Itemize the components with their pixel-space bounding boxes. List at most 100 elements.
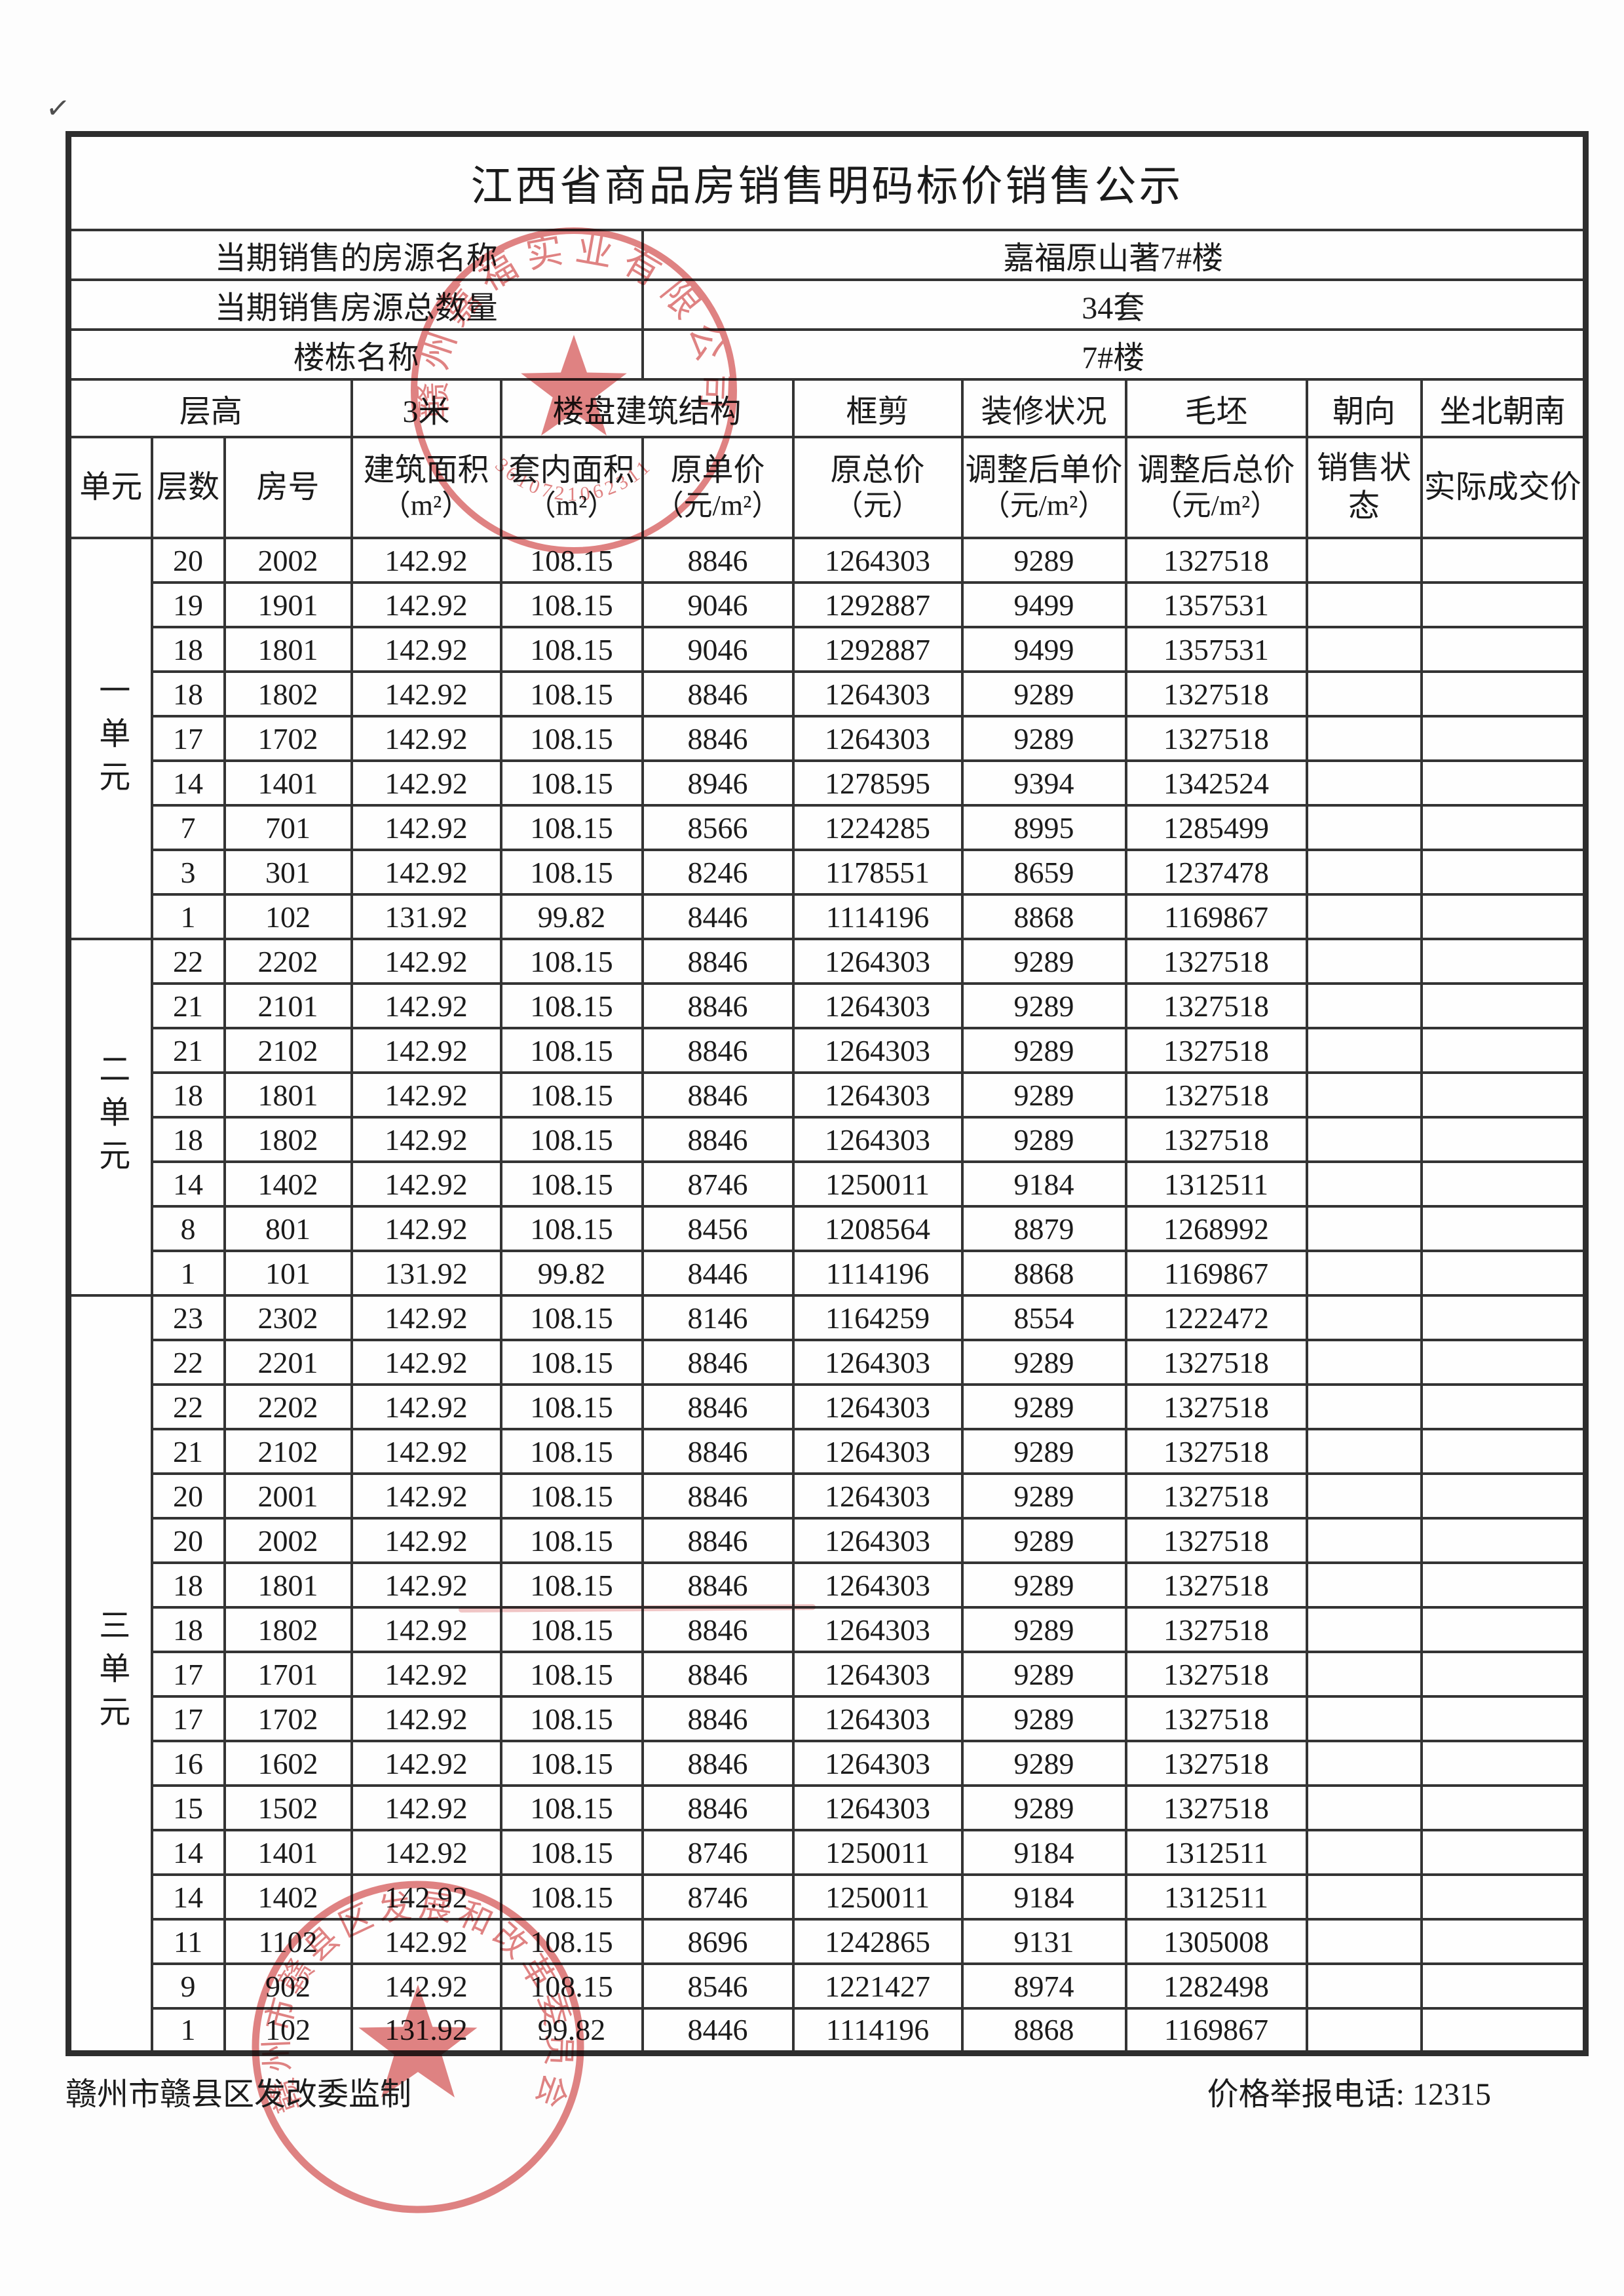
orig-unit-price-cell: 8846	[641, 1561, 795, 1609]
deal-price-cell	[1420, 670, 1587, 718]
deal-price-cell	[1420, 1962, 1587, 2010]
deal-price-cell	[1420, 1250, 1587, 1297]
inner-area-cell: 108.15	[499, 1606, 644, 1653]
deal-price-cell	[1420, 1740, 1587, 1787]
area-cell: 142.92	[350, 938, 502, 985]
info-row-building-name: 楼栋名称 7#楼	[67, 328, 1587, 381]
table-row: 21 2102 142.92 108.15 8846 1264303 9289 1327518	[69, 1027, 1587, 1074]
total-count-label: 当期销售房源总数量	[67, 278, 644, 331]
table-row: 18 1802 142.92 108.15 8846 1264303 9289 1327518	[69, 670, 1587, 718]
orig-total-price-cell: 1264303	[791, 1606, 964, 1653]
table-row: 3 301 142.92 108.15 8246 1178551 8659 1237478	[69, 849, 1587, 896]
deal-price-cell	[1420, 1428, 1587, 1475]
orig-unit-price-cell: 8846	[641, 537, 795, 584]
deal-price-cell	[1420, 1784, 1587, 1831]
col-header-unit-label: （m²）	[527, 489, 616, 522]
inner-area-cell: 108.15	[499, 849, 644, 896]
room-cell: 1602	[223, 1740, 353, 1787]
orig-unit-price-cell: 8846	[641, 1695, 795, 1742]
area-cell: 142.92	[350, 1294, 502, 1341]
decoration-value: 毛坯	[1124, 378, 1308, 438]
orig-unit-price-cell: 8746	[641, 1829, 795, 1876]
deal-price-cell	[1420, 893, 1587, 940]
area-cell: 142.92	[350, 1695, 502, 1742]
col-header-unit-label: （m²）	[381, 489, 471, 522]
room-cell: 2302	[223, 1294, 353, 1341]
orig-unit-price-cell: 8446	[641, 1250, 795, 1297]
adj-unit-price-cell: 9289	[960, 1695, 1127, 1742]
checkmark-icon: ✓	[44, 90, 72, 126]
orig-total-price-cell: 1250011	[791, 1160, 964, 1208]
floor-cell: 20	[150, 537, 226, 584]
orig-total-price-cell: 1264303	[791, 1472, 964, 1520]
orig-total-price-cell: 1264303	[791, 670, 964, 718]
status-cell	[1305, 1695, 1423, 1742]
room-cell: 1102	[223, 1918, 353, 1965]
room-cell: 801	[223, 1205, 353, 1252]
orig-unit-price-cell: 8846	[641, 1784, 795, 1831]
status-cell	[1305, 1027, 1423, 1074]
table-row: 17 1702 142.92 108.15 8846 1264303 9289 1327518	[69, 715, 1587, 762]
floor-cell: 1	[150, 893, 226, 940]
adj-unit-price-cell: 9289	[960, 1472, 1127, 1520]
area-cell: 142.92	[350, 1873, 502, 1921]
adj-total-price-cell: 1342524	[1124, 759, 1308, 807]
area-cell: 142.92	[350, 1472, 502, 1520]
status-cell	[1305, 938, 1423, 985]
adj-unit-price-cell: 9131	[960, 1918, 1127, 1965]
area-cell: 142.92	[350, 1428, 502, 1475]
floor-cell: 18	[150, 1071, 226, 1119]
floor-cell: 17	[150, 1651, 226, 1698]
floor-cell: 19	[150, 581, 226, 628]
status-cell	[1305, 1071, 1423, 1119]
area-cell: 142.92	[350, 1784, 502, 1831]
col-header-inner-area: 套内面积 （m²）	[499, 436, 644, 539]
adj-unit-price-cell: 8974	[960, 1962, 1127, 2010]
adj-total-price-cell: 1327518	[1124, 537, 1308, 584]
orig-unit-price-cell: 8846	[641, 1071, 795, 1119]
adj-total-price-cell: 1327518	[1124, 670, 1308, 718]
room-cell: 1402	[223, 1873, 353, 1921]
orig-total-price-cell: 1264303	[791, 1116, 964, 1163]
status-cell	[1305, 1160, 1423, 1208]
col-header-label: 销售状态	[1316, 451, 1411, 524]
adj-total-price-cell: 1327518	[1124, 1784, 1308, 1831]
area-cell: 142.92	[350, 1160, 502, 1208]
area-cell: 142.92	[350, 1116, 502, 1163]
adj-total-price-cell: 1285499	[1124, 804, 1308, 851]
unit-group-cell: 一单元	[67, 537, 153, 940]
deal-price-cell	[1420, 759, 1587, 807]
room-cell: 1502	[223, 1784, 353, 1831]
adj-unit-price-cell: 9289	[960, 982, 1127, 1029]
orig-total-price-cell: 1114196	[791, 1250, 964, 1297]
status-cell	[1305, 670, 1423, 718]
adj-unit-price-cell: 9289	[960, 1606, 1127, 1653]
adj-unit-price-cell: 8868	[960, 893, 1127, 940]
status-cell	[1305, 1472, 1423, 1520]
decoration-label: 装修状况	[960, 378, 1127, 438]
floor-cell: 1	[150, 2007, 226, 2054]
orig-total-price-cell: 1264303	[791, 938, 964, 985]
inner-area-cell: 108.15	[499, 670, 644, 718]
inner-area-cell: 108.15	[499, 1517, 644, 1564]
adj-total-price-cell: 1312511	[1124, 1160, 1308, 1208]
col-header-unit-label: （元/m²）	[1153, 489, 1279, 522]
table-row: 16 1602 142.92 108.15 8846 1264303 9289 1327518	[69, 1740, 1587, 1787]
col-header-label: 原单价	[670, 452, 765, 488]
adj-total-price-cell: 1327518	[1124, 1740, 1308, 1787]
floor-cell: 18	[150, 670, 226, 718]
adj-total-price-cell: 1357531	[1124, 626, 1308, 673]
table-row: 14 1401 142.92 108.15 8946 1278595 9394 1342524	[69, 759, 1587, 807]
deal-price-cell	[1420, 1294, 1587, 1341]
inner-area-cell: 108.15	[499, 1160, 644, 1208]
floor-cell: 7	[150, 804, 226, 851]
table-row: 三单元 23 2302 142.92 108.15 8146 1164259 8554 1222…	[67, 1294, 1587, 2054]
room-cell: 1802	[223, 670, 353, 718]
deal-price-cell	[1420, 1517, 1587, 1564]
floor-height-label: 层高	[67, 378, 353, 438]
deal-price-cell	[1420, 626, 1587, 673]
room-cell: 1702	[223, 1695, 353, 1742]
col-header-label: 调整后总价	[1137, 452, 1295, 488]
orig-total-price-cell: 1264303	[791, 1561, 964, 1609]
inner-area-cell: 108.15	[499, 1116, 644, 1163]
